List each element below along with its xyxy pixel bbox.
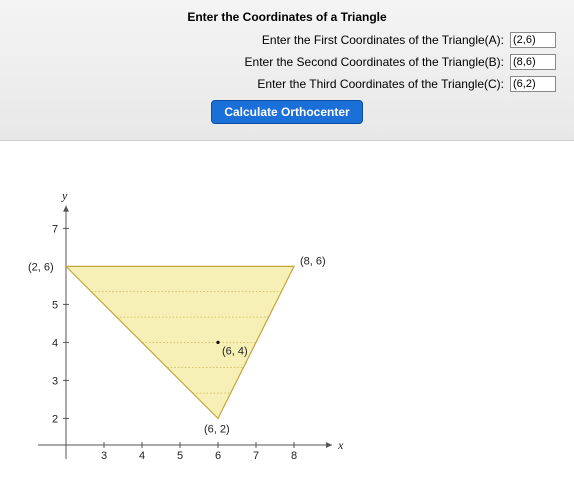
x-axis-name: x [337,438,344,452]
x-tick-label: 8 [291,450,297,462]
orthocenter-label: (6, 4) [222,345,248,357]
x-tick-label: 5 [177,450,183,462]
calculate-button[interactable]: Calculate Orthocenter [211,100,362,124]
x-tick-label: 6 [215,450,221,462]
triangle [66,266,294,418]
y-tick-label: 3 [52,375,58,387]
orthocenter-point [216,341,219,344]
vertex-label: (6, 2) [204,423,230,435]
coord-row: Enter the First Coordinates of the Trian… [18,32,556,48]
coord-label: Enter the Second Coordinates of the Tria… [245,55,504,69]
triangle-chart: 3 4 5 6 7 8 2 3 4 5 7 x y (2, 6) (8, 6) (6, 2) (6, 4) [6,155,406,475]
coord-row: Enter the Third Coordinates of the Trian… [18,76,556,92]
vertex-label: (8, 6) [300,255,326,267]
panel-title: Enter the Coordinates of a Triangle [18,10,556,24]
y-tick-label: 4 [52,337,58,349]
input-b[interactable] [510,54,556,70]
x-tick-label: 7 [253,450,259,462]
input-a[interactable] [510,32,556,48]
y-tick-label: 7 [52,223,58,235]
x-tick-label: 4 [139,450,145,462]
x-axis-arrow [326,442,332,448]
x-tick-label: 3 [101,450,107,462]
vertex-label: (2, 6) [28,261,54,273]
input-c[interactable] [510,76,556,92]
y-axis-arrow [63,206,69,212]
input-panel: Enter the Coordinates of a Triangle Ente… [0,0,574,141]
y-tick-label: 2 [52,413,58,425]
coord-label: Enter the First Coordinates of the Trian… [262,33,504,47]
y-tick-label: 5 [52,299,58,311]
coord-label: Enter the Third Coordinates of the Trian… [257,77,504,91]
coord-row: Enter the Second Coordinates of the Tria… [18,54,556,70]
y-axis-name: y [61,189,68,203]
chart-area: 3 4 5 6 7 8 2 3 4 5 7 x y (2, 6) (8, 6) (6, 2) (6, 4) [0,141,574,481]
